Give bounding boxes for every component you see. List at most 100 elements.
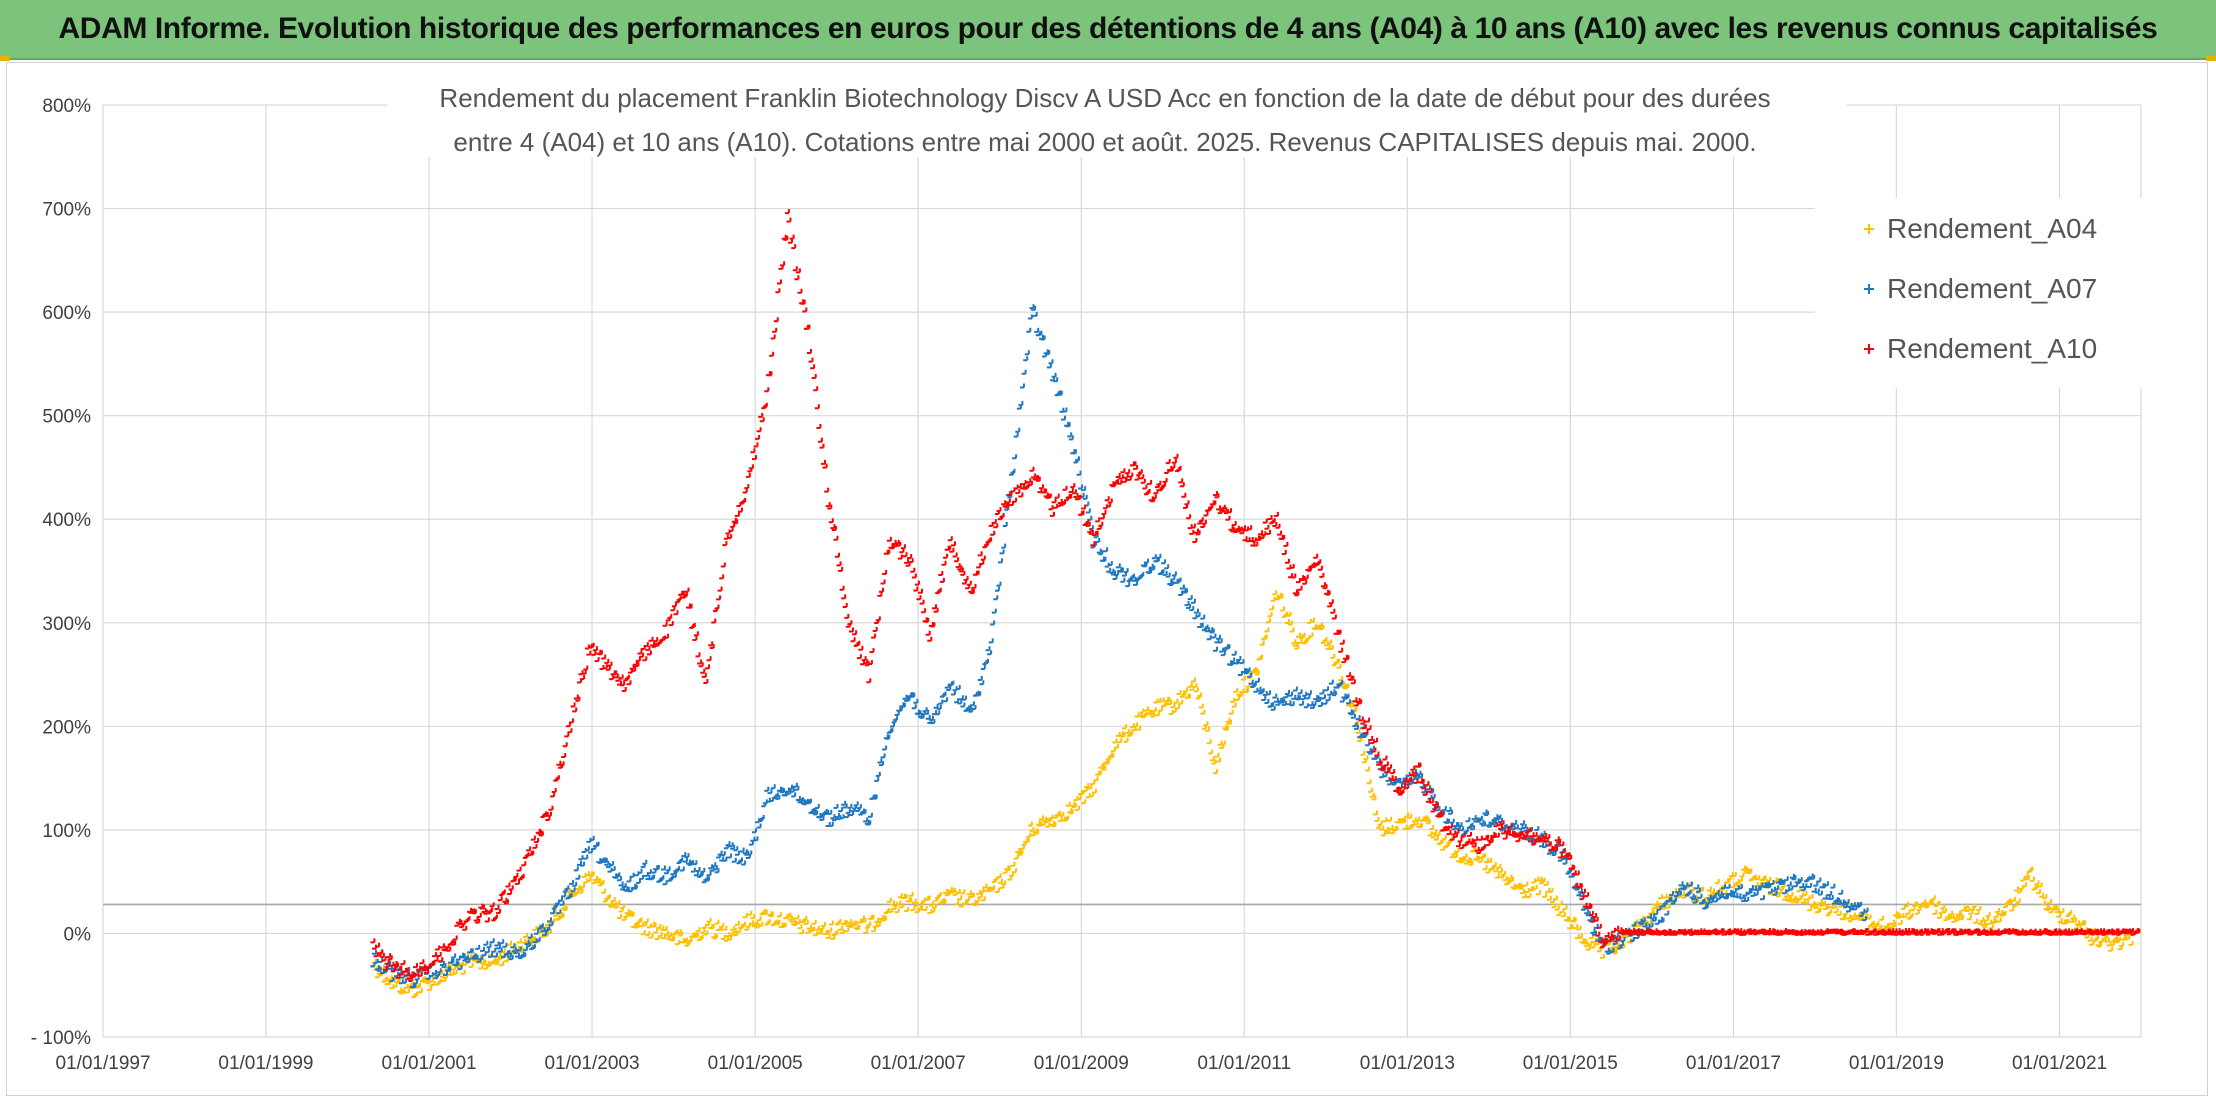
data-marker	[664, 930, 670, 936]
data-marker	[717, 586, 723, 592]
data-marker	[387, 975, 393, 981]
data-marker	[795, 796, 801, 801]
data-marker	[849, 627, 854, 633]
data-marker	[643, 642, 649, 648]
data-marker	[1288, 691, 1294, 697]
data-marker	[2001, 911, 2007, 916]
data-marker	[1836, 910, 1842, 916]
data-marker	[1316, 559, 1322, 565]
data-marker	[800, 299, 806, 305]
data-marker	[484, 917, 490, 923]
data-marker	[1187, 595, 1193, 601]
data-marker	[679, 590, 685, 596]
data-marker	[1051, 372, 1057, 378]
data-marker	[2023, 873, 2029, 878]
data-marker	[1068, 488, 1074, 493]
data-marker	[1584, 909, 1590, 915]
data-marker	[1189, 606, 1195, 612]
data-marker	[1164, 696, 1170, 702]
data-marker	[900, 544, 906, 550]
x-tick-label: 01/01/1997	[55, 1053, 150, 1074]
data-marker	[693, 631, 699, 637]
data-marker	[1863, 928, 1869, 933]
data-marker	[802, 916, 808, 922]
data-marker	[1532, 832, 1538, 838]
data-marker	[1534, 826, 1540, 832]
data-marker	[567, 893, 573, 899]
data-marker	[1079, 510, 1085, 516]
data-marker	[1154, 711, 1160, 717]
data-marker	[869, 648, 875, 654]
data-marker	[639, 652, 645, 658]
data-marker	[1344, 683, 1350, 689]
data-marker	[1548, 887, 1554, 893]
data-marker	[1330, 653, 1336, 659]
data-marker	[1691, 895, 1697, 901]
data-marker	[706, 871, 712, 877]
data-marker	[1807, 883, 1813, 888]
data-marker	[1034, 829, 1040, 835]
data-marker	[1168, 581, 1174, 586]
data-marker	[524, 940, 530, 946]
data-marker	[747, 850, 753, 856]
data-marker	[1228, 525, 1234, 531]
data-marker	[1380, 831, 1386, 837]
data-marker	[505, 949, 511, 955]
data-marker	[615, 872, 621, 878]
data-marker	[1084, 783, 1090, 788]
data-marker	[1349, 710, 1355, 716]
data-marker	[1427, 787, 1433, 793]
data-marker	[969, 892, 975, 898]
data-marker	[2042, 928, 2048, 934]
data-marker	[731, 928, 737, 934]
data-marker	[2010, 896, 2016, 902]
data-marker	[1266, 618, 1271, 624]
data-marker	[1239, 659, 1245, 665]
data-marker	[792, 782, 798, 788]
data-marker	[977, 551, 983, 557]
data-marker	[2108, 946, 2114, 952]
data-marker	[497, 947, 503, 953]
data-marker	[586, 876, 592, 882]
data-marker	[496, 944, 502, 950]
data-marker	[1156, 553, 1162, 559]
data-marker	[1609, 934, 1615, 940]
data-marker	[773, 317, 779, 323]
data-marker	[1098, 521, 1104, 527]
data-marker	[1162, 477, 1168, 483]
data-marker	[880, 579, 886, 585]
data-marker	[949, 680, 955, 686]
data-marker	[786, 217, 792, 223]
data-marker	[1622, 928, 1628, 933]
data-marker	[1382, 817, 1388, 823]
data-marker	[1292, 589, 1298, 595]
data-marker	[1468, 860, 1474, 866]
data-marker	[1604, 932, 1610, 937]
data-marker	[979, 560, 985, 565]
data-marker	[659, 875, 665, 881]
data-marker	[1004, 865, 1010, 871]
data-marker	[980, 555, 986, 561]
data-marker	[1441, 806, 1447, 812]
data-marker	[1721, 884, 1726, 890]
data-marker	[392, 961, 398, 966]
data-marker	[1354, 724, 1359, 730]
data-marker	[925, 714, 931, 720]
data-marker	[943, 888, 949, 894]
data-marker	[1460, 832, 1466, 838]
data-marker	[1029, 466, 1035, 472]
data-marker	[1275, 523, 1281, 529]
data-marker	[654, 865, 660, 870]
data-marker	[1373, 810, 1378, 816]
data-marker	[1479, 819, 1485, 825]
data-marker	[648, 636, 654, 642]
data-marker	[1360, 719, 1366, 725]
data-marker	[698, 934, 704, 940]
data-marker	[1355, 728, 1361, 734]
data-marker	[1738, 884, 1743, 890]
data-marker	[795, 268, 801, 274]
data-marker	[1010, 468, 1016, 474]
data-marker	[2028, 866, 2034, 872]
data-marker	[1774, 885, 1780, 891]
